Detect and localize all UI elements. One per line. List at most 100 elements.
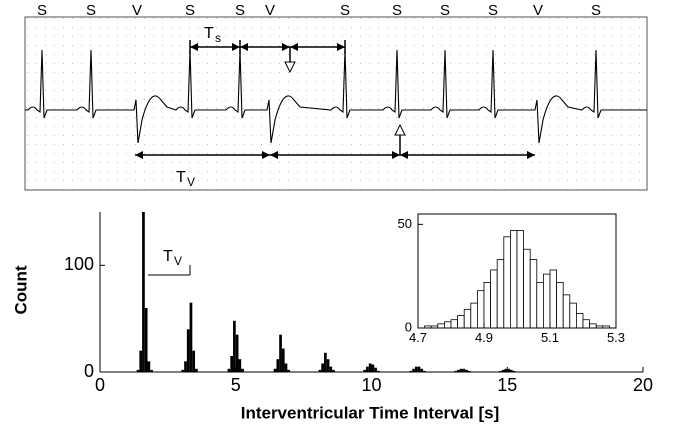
- bar: [496, 259, 505, 329]
- bar: [476, 290, 485, 329]
- bar: [463, 308, 472, 329]
- beat-label: S: [235, 2, 245, 19]
- bar: [144, 308, 148, 372]
- bar: [409, 370, 413, 372]
- bar: [192, 350, 196, 372]
- bar: [569, 302, 577, 329]
- bar: [576, 313, 584, 329]
- beat-label: S: [37, 2, 47, 19]
- bar: [238, 359, 242, 372]
- bar: [417, 366, 421, 372]
- bar: [467, 370, 471, 372]
- bar: [189, 302, 193, 372]
- bar: [318, 369, 322, 372]
- x-tick-label: 0: [95, 375, 105, 395]
- bar: [363, 369, 367, 372]
- bar: [195, 368, 198, 372]
- ts-label: T: [204, 25, 214, 42]
- bar: [281, 348, 285, 372]
- bar: [376, 370, 380, 372]
- ecg-frame: [24, 16, 648, 191]
- bar: [523, 248, 531, 329]
- beat-label: S: [591, 2, 601, 19]
- x-tick-label: 15: [497, 375, 517, 395]
- tv-hist-label: T: [163, 248, 173, 265]
- ecg-trace: [25, 49, 647, 144]
- bar: [562, 294, 571, 329]
- y-tick-label: 100: [64, 254, 94, 274]
- beat-label: V: [533, 2, 543, 19]
- x-tick-label: 10: [361, 375, 381, 395]
- bar: [507, 368, 510, 372]
- x-tick-label: 4.9: [475, 330, 493, 345]
- bar: [136, 369, 140, 372]
- bar: [366, 366, 369, 372]
- bar: [512, 370, 516, 372]
- bar: [150, 369, 153, 372]
- bar: [233, 320, 236, 372]
- bar: [414, 366, 418, 372]
- ts-sub: s: [215, 31, 221, 45]
- bar: [181, 369, 185, 372]
- y-axis-label: Count: [11, 265, 30, 314]
- bar: [465, 369, 468, 372]
- bar: [543, 273, 551, 329]
- bar: [332, 369, 335, 372]
- bar: [139, 350, 143, 372]
- bar: [509, 230, 518, 329]
- bar: [462, 368, 466, 372]
- bar: [443, 321, 452, 329]
- bar: [374, 367, 377, 372]
- tv-hist-sub: V: [174, 254, 182, 268]
- bar: [457, 369, 460, 372]
- bar: [516, 230, 524, 329]
- bar: [235, 334, 239, 372]
- bar: [241, 368, 244, 372]
- bar: [490, 269, 498, 329]
- y-tick-label: 50: [398, 216, 412, 231]
- bar: [276, 359, 280, 372]
- bar: [420, 368, 424, 372]
- axes-frame: [417, 213, 617, 329]
- bar: [470, 302, 478, 329]
- beat-label: S: [86, 2, 96, 19]
- beat-label: S: [440, 2, 450, 19]
- y-tick-label: 0: [405, 319, 412, 334]
- bar: [536, 281, 544, 329]
- bar: [457, 315, 465, 329]
- bar: [321, 363, 324, 372]
- beat-label: S: [185, 2, 195, 19]
- bar: [371, 364, 375, 372]
- bar: [147, 361, 151, 372]
- tv-label: T: [176, 169, 186, 186]
- bar: [549, 269, 557, 329]
- bar: [509, 369, 513, 372]
- x-tick-label: 5.1: [541, 330, 559, 345]
- bar: [227, 368, 231, 372]
- x-tick-label: 5: [231, 375, 241, 395]
- interval-arrows: [135, 40, 535, 156]
- bar: [326, 359, 330, 372]
- bar: [483, 281, 491, 329]
- bar: [284, 363, 288, 372]
- bar: [186, 329, 190, 372]
- bar: [529, 259, 538, 329]
- bar: [184, 361, 187, 372]
- bar: [329, 366, 333, 372]
- x-tick-label: 5.3: [607, 330, 625, 345]
- bar: [499, 370, 502, 372]
- bar: [454, 370, 458, 372]
- beat-label: S: [340, 2, 350, 19]
- beat-label: S: [392, 2, 402, 19]
- x-tick-label: 4.7: [409, 330, 427, 345]
- bar: [459, 368, 463, 372]
- bar: [437, 323, 445, 329]
- bar: [323, 352, 327, 372]
- y-tick-label: 0: [84, 361, 94, 381]
- tv-sub: V: [187, 175, 195, 189]
- arrow-heads: [135, 43, 535, 159]
- beat-label: S: [488, 2, 498, 19]
- bar: [501, 369, 505, 372]
- beat-label: V: [265, 2, 275, 19]
